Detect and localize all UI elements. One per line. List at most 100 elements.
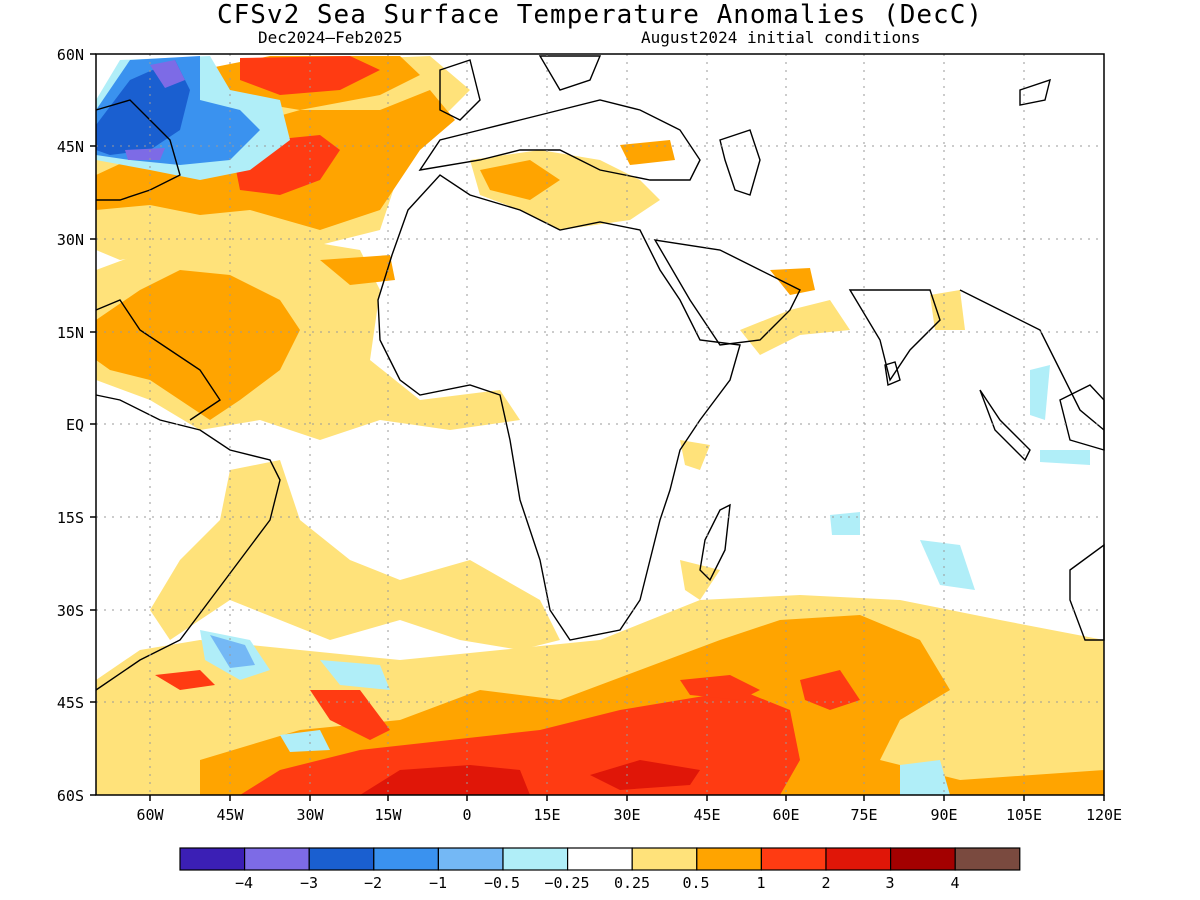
lon-label: 45W — [216, 806, 244, 824]
colorbar-swatch — [308, 847, 375, 871]
coastline-europe — [418, 99, 701, 181]
anomaly-field — [96, 56, 1104, 795]
colorbar-swatch — [631, 847, 698, 871]
lon-label: 15W — [374, 806, 402, 824]
lat-label: 60S — [57, 787, 84, 805]
anomaly-region-labrador-purple-2 — [125, 148, 165, 160]
anomaly-region-arabian-sea-yellow — [740, 300, 850, 355]
colorbar-swatch — [760, 847, 827, 871]
colorbar-label: −0.25 — [544, 874, 589, 892]
anomaly-region-somali-coast-yellow — [680, 440, 710, 470]
coastline-india — [848, 289, 941, 382]
colorbar-label: 1 — [756, 874, 765, 892]
coastline-sri-lanka — [884, 361, 901, 386]
land-outlines — [95, 55, 1105, 691]
anomaly-region-indian-ocean-light-blue — [830, 512, 860, 535]
lat-label: EQ — [66, 416, 84, 434]
colorbar-swatch — [179, 847, 246, 871]
anomaly-region-java-light-blue — [1040, 450, 1090, 465]
coastline-north-america — [95, 99, 181, 201]
map-title: CFSv2 Sea Surface Temperature Anomalies … — [216, 0, 984, 30]
anomaly-region-atlantic-orange-strip — [320, 255, 395, 285]
colorbar-label: 3 — [885, 874, 894, 892]
colorbar: −4 −3 −2 −1 −0.5 −0.25 0.25 0.5 1 2 3 4 — [179, 847, 1021, 892]
anomaly-region-tropical-atlantic-orange — [96, 270, 300, 420]
coastline-madagascar — [699, 503, 731, 582]
anomaly-region-southern-ocean-cold-light-3 — [900, 760, 950, 795]
colorbar-label: 0.25 — [614, 874, 650, 892]
coastline-south-america — [95, 394, 281, 691]
colorbar-swatch — [437, 847, 504, 871]
colorbar-swatch — [825, 847, 892, 871]
coastline-arabia — [653, 239, 801, 346]
colorbar-label: 0.5 — [682, 874, 709, 892]
anomaly-region-indonesia-light-blue — [1030, 365, 1050, 420]
coastline-caspian-sea — [719, 129, 761, 196]
lon-label: 0 — [462, 806, 471, 824]
anomaly-region-black-sea-orange — [620, 140, 675, 165]
lon-label: 30W — [296, 806, 324, 824]
colorbar-swatches — [179, 847, 1021, 871]
anomaly-region-southern-ocean-cold-light-2 — [320, 660, 390, 690]
lon-label: 120E — [1086, 806, 1122, 824]
lat-label: 30S — [57, 602, 84, 620]
anomaly-region-southern-ocean-dark-red — [360, 765, 530, 795]
colorbar-swatch — [566, 847, 633, 871]
colorbar-swatch — [889, 847, 956, 871]
anomaly-region-labrador-purple — [150, 60, 185, 88]
anomaly-region-bay-of-bengal-yellow — [930, 290, 965, 330]
lat-label: 45N — [57, 138, 84, 156]
lon-label: 60W — [136, 806, 164, 824]
lat-label: 45S — [57, 694, 84, 712]
axis-ticks — [90, 53, 1105, 801]
colorbar-labels: −4 −3 −2 −1 −0.5 −0.25 0.25 0.5 1 2 3 4 — [235, 874, 960, 892]
coastline-australia — [1069, 543, 1105, 641]
colorbar-swatch — [502, 847, 569, 871]
colorbar-label: −3 — [300, 874, 318, 892]
lon-label: 30E — [613, 806, 640, 824]
coastline-east-asia — [1019, 78, 1051, 106]
lon-label: 60E — [772, 806, 799, 824]
coastline-africa — [377, 174, 741, 641]
anomaly-region-southern-ocean-red-3 — [800, 670, 860, 710]
anomaly-region-southern-ocean-red-2 — [680, 675, 760, 700]
longitude-labels: 60W 45W 30W 15W 0 15E 30E 45E 60E 75E 90… — [136, 806, 1122, 824]
colorbar-label: 4 — [950, 874, 959, 892]
colorbar-swatch — [373, 847, 439, 871]
lat-label: 15S — [57, 509, 84, 527]
anomaly-region-mediterranean-orange — [480, 160, 560, 200]
coastline-borneo — [1059, 384, 1105, 451]
anomaly-region-indian-ocean-light-blue-2 — [920, 540, 975, 590]
graticule — [96, 54, 1104, 795]
anomaly-region-south-atlantic-yellow — [150, 460, 560, 650]
lat-label: 30N — [57, 231, 84, 249]
lon-label: 45E — [693, 806, 720, 824]
initial-conditions: August2024 initial conditions — [641, 28, 921, 47]
lat-label: 60N — [57, 46, 84, 64]
colorbar-label: −4 — [235, 874, 253, 892]
colorbar-label: −1 — [429, 874, 447, 892]
anomaly-region-mozambique-yellow — [680, 560, 720, 600]
anomaly-region-southern-ocean-cold-light-4 — [280, 730, 330, 752]
coastline-sumatra — [979, 389, 1031, 462]
coastline-british-isles — [439, 59, 481, 121]
latitude-labels: 60N 45N 30N 15N EQ 15S 30S 45S 60S — [57, 46, 84, 805]
colorbar-swatch — [954, 847, 1021, 871]
forecast-period: Dec2024–Feb2025 — [258, 28, 403, 47]
anomaly-region-southern-ocean-dark-red-2 — [590, 760, 700, 790]
anomaly-region-southern-ocean-cold-mid — [210, 635, 255, 668]
colorbar-label: −2 — [364, 874, 382, 892]
lon-label: 75E — [850, 806, 877, 824]
lon-label: 90E — [930, 806, 957, 824]
colorbar-swatch — [696, 847, 762, 871]
colorbar-label: 2 — [821, 874, 830, 892]
colorbar-swatch — [244, 847, 310, 871]
colorbar-label: −0.5 — [484, 874, 520, 892]
lon-label: 105E — [1006, 806, 1042, 824]
anomaly-region-southern-ocean-red-5 — [155, 670, 215, 690]
anomaly-region-north-atlantic-red — [240, 56, 380, 95]
coastline-southeast-asia — [959, 289, 1105, 431]
anomaly-region-arabian-sea-orange — [770, 268, 815, 295]
coastline-scandinavia — [538, 55, 602, 91]
